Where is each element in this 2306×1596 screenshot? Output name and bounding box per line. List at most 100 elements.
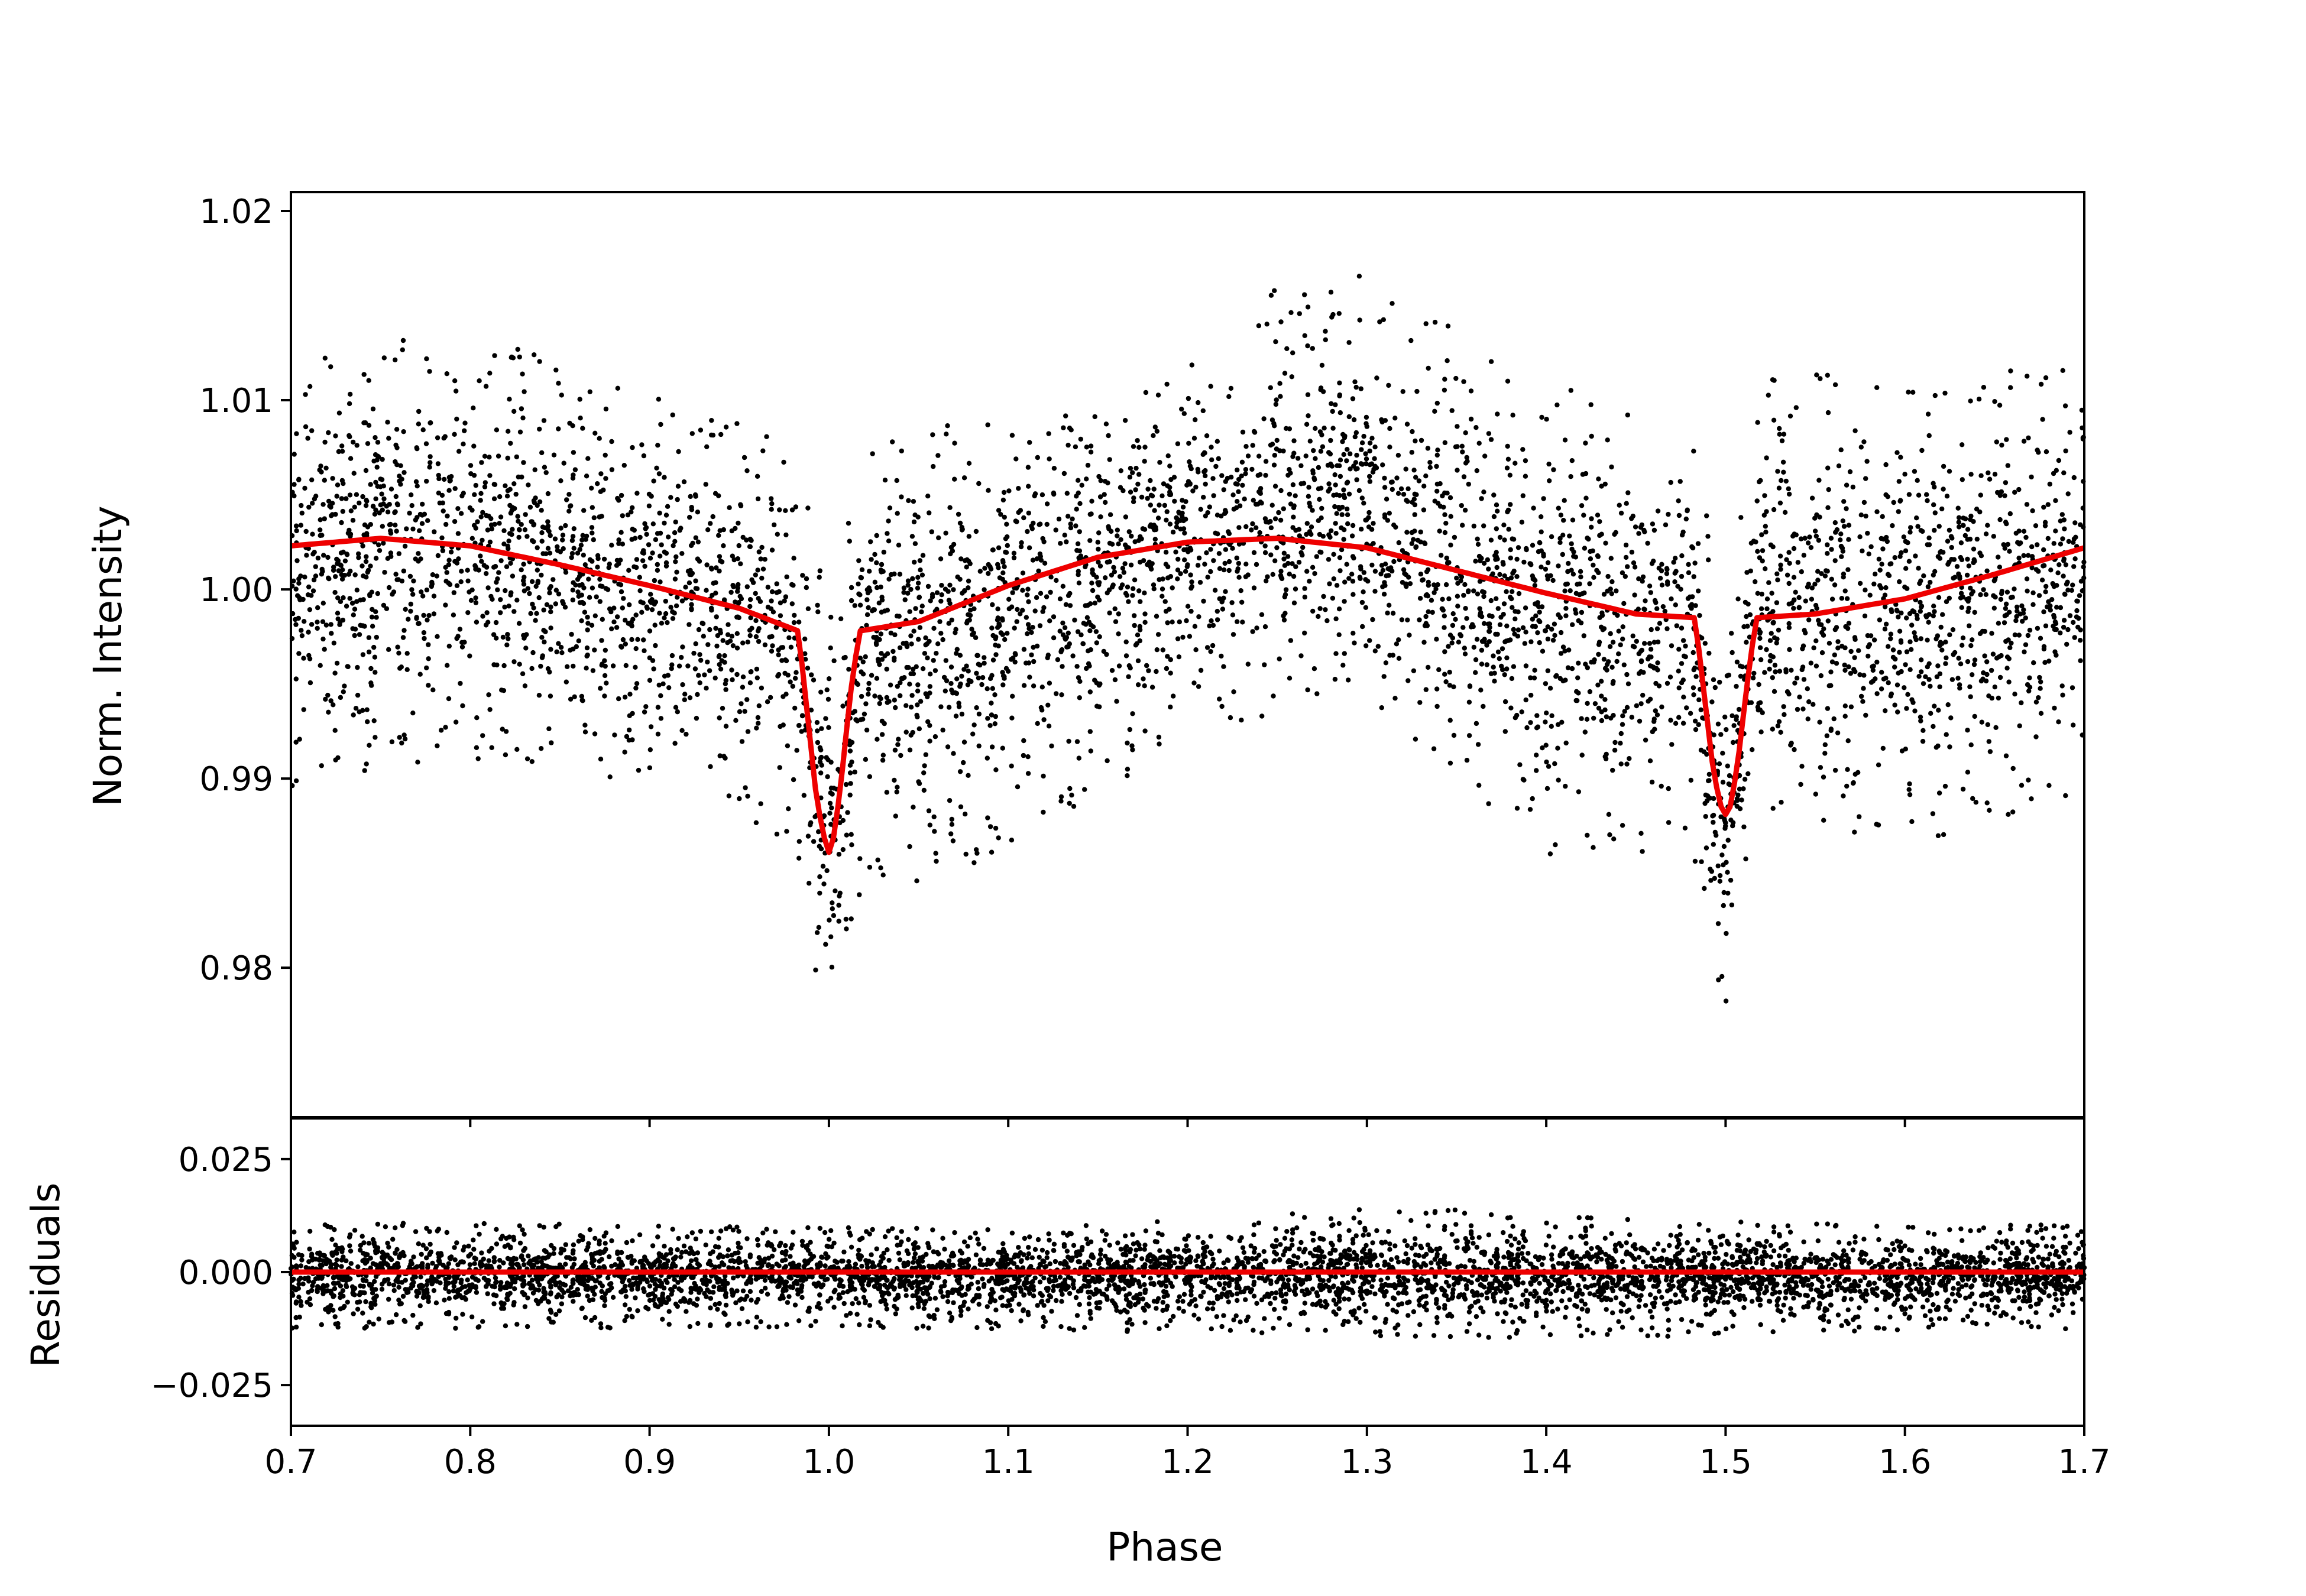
data-point xyxy=(2075,624,2081,630)
data-point xyxy=(1208,569,1213,575)
data-point xyxy=(788,679,793,685)
data-point xyxy=(2078,638,2083,643)
data-point xyxy=(1696,697,1702,703)
data-point xyxy=(1367,473,1372,479)
data-point xyxy=(1560,678,1566,684)
data-point xyxy=(1272,516,1278,521)
data-point xyxy=(1379,563,1385,568)
data-point xyxy=(1251,498,1256,503)
data-point xyxy=(1610,767,1615,773)
data-point xyxy=(923,752,929,757)
data-point xyxy=(345,530,351,536)
data-point xyxy=(2007,549,2012,554)
data-point xyxy=(1640,849,1645,854)
data-point xyxy=(600,583,605,589)
data-point xyxy=(777,507,782,512)
data-point xyxy=(1835,645,1841,651)
data-point xyxy=(1442,377,1447,382)
data-point xyxy=(1136,472,1142,477)
data-point xyxy=(879,651,884,656)
data-point xyxy=(1329,314,1335,320)
data-point xyxy=(1620,823,1625,828)
data-point xyxy=(338,550,344,556)
data-point xyxy=(902,597,908,602)
data-point xyxy=(867,569,872,574)
data-point xyxy=(1743,599,1748,605)
data-point xyxy=(1201,598,1206,604)
data-point xyxy=(1259,713,1265,719)
data-point xyxy=(1986,739,1991,744)
data-point xyxy=(1287,572,1292,577)
data-point xyxy=(1533,624,1538,630)
data-point xyxy=(458,511,464,516)
data-point xyxy=(1565,581,1570,587)
data-point xyxy=(1353,460,1359,465)
data-point xyxy=(306,546,311,552)
data-point xyxy=(689,602,694,607)
data-point xyxy=(769,598,774,604)
data-point xyxy=(1337,410,1343,416)
data-point xyxy=(686,622,692,627)
data-point xyxy=(1941,463,1947,469)
data-point xyxy=(1945,702,1951,708)
data-point xyxy=(1089,498,1094,504)
data-point xyxy=(758,801,763,806)
data-point xyxy=(1530,617,1535,622)
data-point xyxy=(982,655,987,660)
data-point xyxy=(1405,486,1411,492)
data-point xyxy=(1411,668,1417,674)
data-point xyxy=(547,590,552,596)
data-point xyxy=(1801,553,1806,558)
data-point xyxy=(1271,693,1276,699)
data-point xyxy=(1681,653,1687,659)
data-point xyxy=(2026,435,2031,440)
data-point xyxy=(1421,640,1427,645)
data-point xyxy=(1997,403,2003,408)
data-point xyxy=(1084,445,1090,450)
data-point xyxy=(1931,502,1936,508)
data-point xyxy=(1520,493,1526,498)
data-point xyxy=(1569,458,1575,463)
data-point xyxy=(339,478,345,484)
data-point xyxy=(2072,556,2078,562)
data-point xyxy=(879,657,885,662)
data-point xyxy=(1841,499,1847,504)
data-point xyxy=(1508,502,1513,507)
data-point xyxy=(2042,520,2048,525)
data-point xyxy=(1180,634,1186,640)
data-point xyxy=(755,715,761,721)
data-point xyxy=(964,565,969,570)
data-point xyxy=(1796,595,1802,601)
data-point xyxy=(791,556,796,561)
data-point xyxy=(1035,721,1040,726)
data-point xyxy=(1932,609,1937,614)
data-point xyxy=(1211,558,1216,563)
data-point xyxy=(1618,741,1623,746)
data-point xyxy=(895,683,901,689)
data-point xyxy=(1131,495,1136,501)
data-point xyxy=(549,740,554,745)
data-point xyxy=(1730,739,1736,745)
data-point xyxy=(1585,832,1590,838)
data-point xyxy=(917,558,923,563)
data-point xyxy=(1262,543,1268,549)
data-point xyxy=(352,632,357,638)
data-point xyxy=(817,568,823,573)
data-point xyxy=(293,523,299,528)
data-point xyxy=(1413,438,1418,444)
data-point xyxy=(1497,622,1503,628)
data-point xyxy=(1939,647,1945,653)
data-point xyxy=(1928,711,1933,716)
data-point xyxy=(1686,570,1692,576)
data-point xyxy=(595,481,600,486)
data-point xyxy=(1883,708,1888,713)
data-point xyxy=(2014,608,2020,614)
data-point xyxy=(919,609,924,615)
data-point xyxy=(1447,495,1453,501)
data-point xyxy=(451,590,456,595)
data-point xyxy=(1646,656,1651,662)
data-point xyxy=(1991,605,1997,611)
data-point xyxy=(951,751,956,756)
data-point xyxy=(1461,592,1466,598)
data-point xyxy=(1041,809,1046,815)
